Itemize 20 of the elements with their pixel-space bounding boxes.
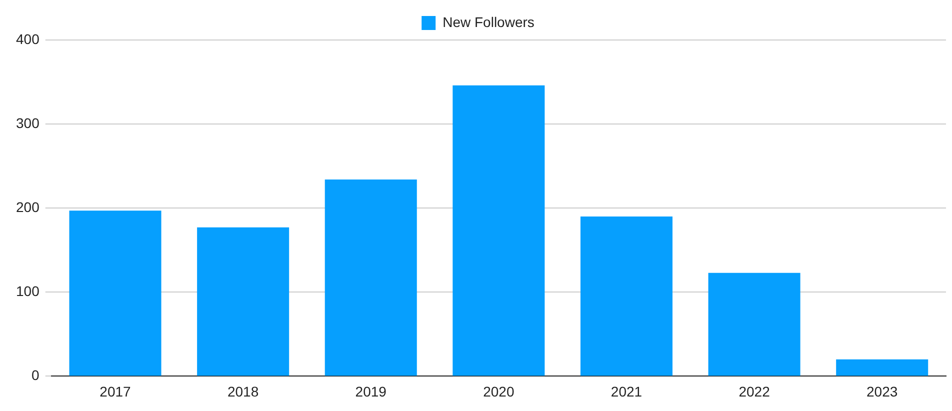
y-tick-label: 300: [16, 114, 40, 131]
bar: [324, 180, 417, 376]
y-tick-label: 0: [32, 367, 40, 384]
y-tick-label: 200: [16, 198, 40, 215]
x-tick-label: 2017: [100, 383, 132, 400]
x-tick-label: 2021: [610, 383, 642, 400]
bar: [69, 210, 162, 376]
x-tick-label: 2019: [355, 383, 387, 400]
legend-label: New Followers: [442, 14, 534, 30]
y-tick-label: 400: [16, 30, 40, 47]
y-tick-label: 100: [16, 283, 40, 300]
x-tick-label: 2022: [738, 383, 770, 400]
bar: [452, 85, 545, 376]
x-tick-label: 2023: [866, 383, 898, 400]
bar: [836, 359, 928, 376]
bar: [197, 227, 290, 376]
bar: [708, 272, 800, 376]
x-tick-label: 2020: [483, 383, 514, 400]
x-tick-label: 2018: [227, 383, 259, 400]
bar: [580, 216, 672, 376]
